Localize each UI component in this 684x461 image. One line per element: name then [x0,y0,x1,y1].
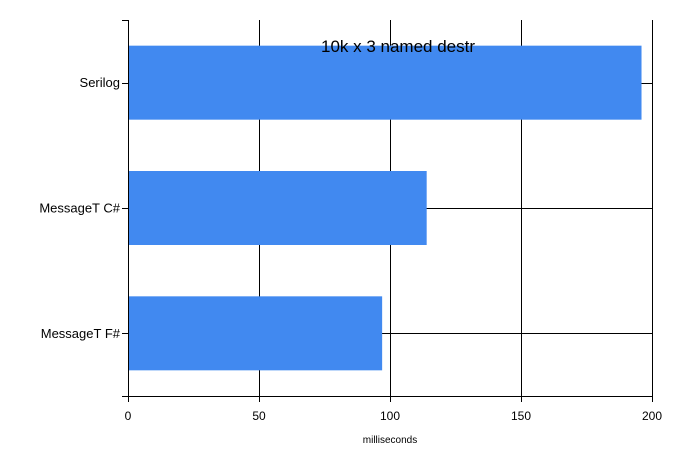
chart-title: 10k x 3 named destr [321,37,475,56]
x-tick-label: 50 [252,409,266,423]
x-tick-label: 0 [125,409,132,423]
y-category-label: Serilog [80,75,120,90]
y-category-label: MessageT F# [41,326,121,341]
bar [128,45,642,120]
x-axis-title: milliseconds [363,435,417,446]
y-category-labels: Serilog MessageT C# MessageT F# [39,75,120,341]
x-tick-label: 150 [511,409,531,423]
axes [122,20,652,402]
bar [128,296,383,371]
x-tick-label: 100 [380,409,400,423]
y-category-label: MessageT C# [39,201,120,216]
bar [128,171,427,245]
x-tick-label: 200 [642,409,662,423]
bars [128,45,642,371]
x-tick-labels: 0 50 100 150 200 [125,409,663,423]
